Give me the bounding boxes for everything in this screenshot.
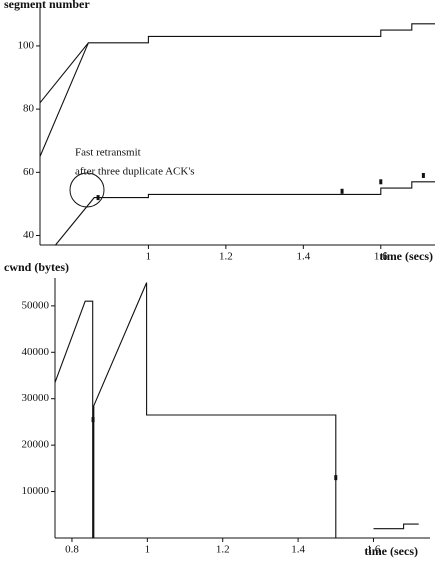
x-tick-label: 1.6 [374,251,388,263]
x-axis-label: time (secs) [379,249,433,263]
y-tick-label: 50000 [22,299,50,311]
y-axis-label: cwnd (bytes) [4,260,69,274]
y-tick-label: 60 [23,166,35,178]
x-tick-label: 1.4 [296,251,310,263]
x-tick-label: 1.6 [367,544,381,556]
data-point [421,172,425,178]
data-point [340,188,344,194]
series-line [55,181,435,246]
x-tick-label: 1.4 [291,544,305,556]
x-tick-label: 1.2 [219,251,233,263]
annotation: Fast retransmit [75,147,141,159]
data-point [379,179,383,185]
x-tick-label: 1 [145,544,151,556]
x-tick-label: 1.2 [216,544,230,556]
x-tick-label: 1 [146,251,152,263]
annotation: after three duplicate ACK's [75,166,195,178]
series-line [39,42,89,157]
annotation-circle [69,172,105,208]
y-tick-label: 20000 [22,439,50,451]
x-tick-label: 0.8 [65,544,79,556]
data-point [334,475,338,481]
y-tick-label: 80 [23,103,35,115]
series-line [39,23,435,104]
y-tick-label: 100 [18,39,35,51]
data-point [96,195,100,201]
y-tick-label: 10000 [22,485,50,497]
y-tick-label: 40000 [22,346,50,358]
y-tick-label: 30000 [22,392,50,404]
series-line [54,282,419,539]
x-axis-label: time (secs) [364,544,418,558]
y-axis-label: segment number [4,0,90,11]
data-point [91,417,95,423]
y-tick-label: 40 [23,229,35,241]
